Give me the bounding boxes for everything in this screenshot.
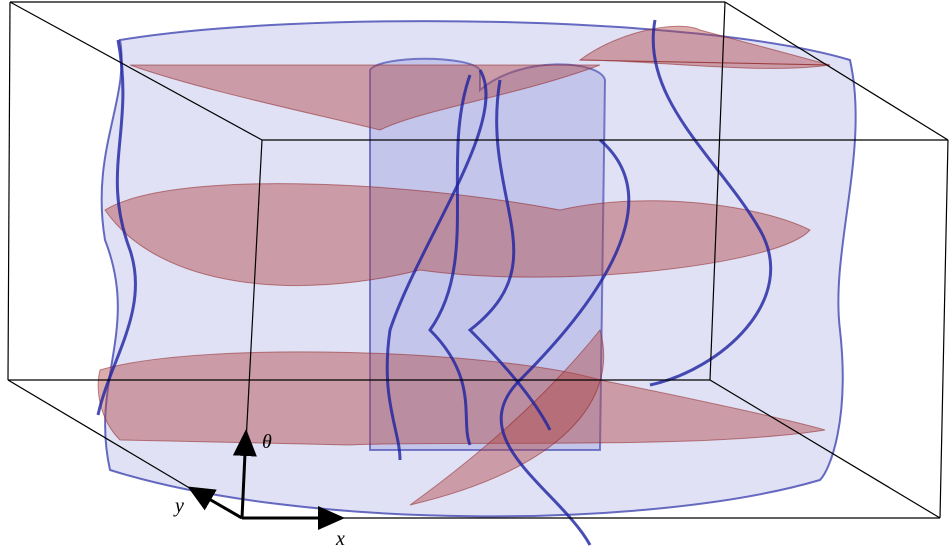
- x-label: x: [335, 528, 345, 550]
- figure: θ y x: [0, 0, 952, 552]
- y-label: y: [173, 495, 184, 517]
- theta-label: θ: [262, 431, 272, 453]
